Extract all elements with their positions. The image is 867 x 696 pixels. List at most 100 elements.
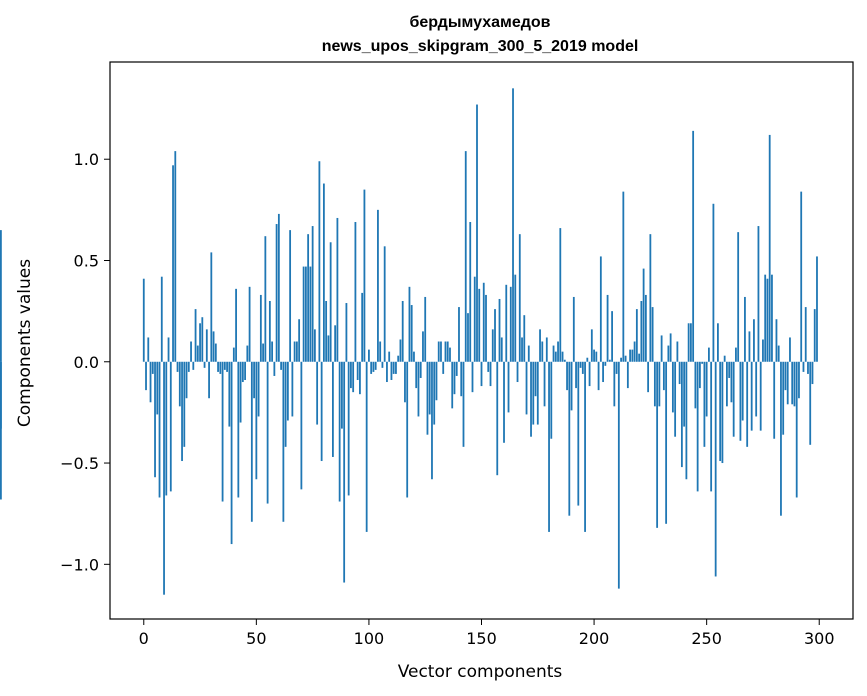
bar-163 [509, 286, 512, 362]
bar-71 [302, 266, 305, 362]
bar-142 [462, 361, 465, 447]
y-tick-label: 0.0 [74, 353, 99, 372]
bar-287 [789, 337, 791, 362]
bar-212 [620, 357, 622, 362]
bar-141 [460, 361, 463, 397]
bar-161 [505, 284, 508, 362]
bar-284 [782, 361, 785, 435]
bar-219 [635, 309, 638, 362]
bar-254 [714, 361, 717, 577]
x-tick-label: 100 [354, 629, 385, 648]
bar-14 [174, 151, 177, 362]
bar-214 [624, 355, 627, 362]
bar-177 [541, 341, 544, 362]
bar-32 [214, 343, 217, 362]
bar-127 [428, 361, 431, 415]
bar-194 [579, 361, 582, 368]
bar-128 [431, 361, 433, 480]
bar-145 [469, 222, 472, 362]
bar-189 [568, 361, 571, 516]
bar-291 [798, 361, 800, 399]
bar-98 [363, 189, 366, 362]
bar-73 [307, 234, 310, 362]
bar-88 [341, 361, 343, 429]
bar-185 [559, 228, 562, 362]
bar-11 [167, 337, 170, 362]
bar-74 [309, 266, 312, 362]
bar-208 [611, 311, 613, 362]
bar-204 [602, 361, 604, 383]
bar-95 [356, 361, 359, 380]
bar-42 [237, 361, 240, 498]
bar-267 [744, 296, 746, 362]
bar-203 [599, 256, 602, 362]
bar-31 [212, 331, 215, 362]
bar-56 [268, 301, 271, 362]
bar-107 [383, 246, 386, 362]
bar-150 [480, 361, 483, 387]
bar-264 [737, 232, 740, 362]
bar-146 [471, 361, 474, 393]
bar-39 [230, 361, 233, 545]
bar-3 [149, 361, 152, 403]
bar-199 [590, 329, 593, 362]
bar-series [0, 88, 818, 595]
bar-280 [773, 361, 776, 439]
bar-1 [145, 361, 147, 391]
bar-174 [534, 361, 537, 397]
bar-111 [392, 361, 395, 374]
bar-47 [248, 286, 251, 362]
bar-96 [359, 361, 361, 395]
bar-81 [325, 301, 328, 362]
bar-115 [401, 301, 404, 362]
bar-164 [512, 88, 514, 362]
bar-147 [473, 276, 476, 362]
bar-51 [257, 361, 260, 417]
bar-213 [622, 191, 625, 362]
y-tick-label: 0.5 [74, 251, 99, 270]
bar-undefined [0, 361, 2, 500]
bar-9 [163, 361, 165, 595]
bar-46 [246, 345, 249, 362]
bar-44 [241, 361, 244, 383]
bar-126 [426, 361, 429, 435]
bar-138 [453, 361, 456, 395]
bar-57 [271, 341, 274, 362]
bar-228 [656, 361, 659, 528]
bar-62 [282, 361, 285, 522]
bar-238 [678, 361, 681, 385]
bar-298 [813, 309, 816, 362]
bar-256 [719, 361, 722, 462]
bar-278 [768, 134, 771, 362]
bar-5 [154, 361, 156, 478]
bar-220 [638, 353, 641, 362]
bar-276 [764, 274, 767, 362]
bar-289 [793, 361, 796, 407]
bar-266 [741, 361, 744, 421]
bar-undefined [0, 230, 2, 362]
bar-248 [701, 361, 704, 364]
bar-8 [160, 276, 163, 362]
bar-68 [295, 341, 298, 362]
bar-181 [550, 361, 553, 439]
bar-156 [494, 309, 496, 362]
x-tick-label: 250 [691, 629, 722, 648]
bar-184 [557, 341, 559, 362]
bar-180 [548, 361, 550, 532]
bar-100 [368, 349, 370, 362]
bar-224 [647, 361, 650, 393]
bar-186 [561, 351, 564, 362]
bar-112 [395, 361, 397, 374]
bar-26 [201, 317, 204, 362]
bar-193 [577, 361, 580, 506]
bar-148 [476, 104, 478, 362]
bar-135 [446, 341, 449, 362]
bar-292 [800, 191, 803, 362]
bar-170 [525, 361, 528, 415]
bar-169 [523, 315, 526, 362]
bar-79 [320, 361, 323, 462]
bar-162 [507, 361, 510, 413]
bar-144 [467, 313, 469, 362]
bar-274 [759, 361, 762, 431]
bar-197 [586, 357, 589, 362]
